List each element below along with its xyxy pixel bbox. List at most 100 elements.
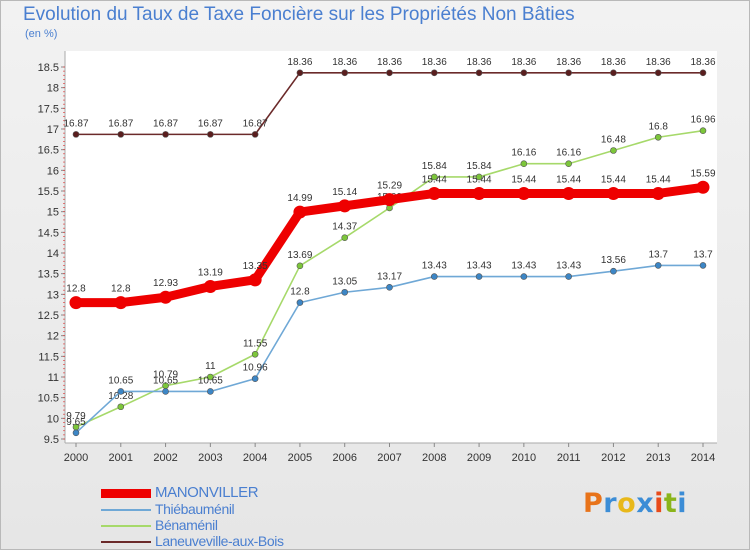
- data-point: [475, 69, 483, 77]
- data-point: [517, 186, 531, 200]
- y-tick-label: 11.5: [38, 351, 59, 363]
- data-point: [251, 350, 259, 358]
- legend-swatch-thiebaumenil: [101, 509, 151, 511]
- data-label: 13.43: [467, 261, 492, 272]
- y-tick-label: 10: [47, 413, 59, 425]
- data-point: [338, 199, 352, 213]
- logo-letter: x: [636, 488, 655, 519]
- logo-letter: o: [617, 488, 637, 519]
- data-label: 15.14: [332, 187, 357, 198]
- data-label: 12.8: [66, 284, 86, 295]
- data-label: 9.65: [66, 417, 86, 428]
- data-label: 13.05: [332, 276, 357, 287]
- data-label: 15.44: [467, 174, 492, 185]
- y-tick-label: 17: [47, 124, 59, 136]
- data-label: 18.36: [377, 57, 402, 68]
- data-label: 13.56: [601, 255, 626, 266]
- data-label: 14.99: [287, 193, 312, 204]
- data-label: 18.36: [467, 57, 492, 68]
- data-point: [114, 296, 128, 310]
- data-point: [610, 69, 617, 77]
- logo-letter: i: [677, 488, 688, 519]
- x-tick-label: 2014: [691, 452, 715, 464]
- data-point: [207, 131, 214, 138]
- data-label: 16.87: [153, 118, 178, 129]
- data-label: 15.29: [377, 181, 402, 192]
- data-label: 18.36: [287, 57, 312, 68]
- legend-label-laneuveville: Laneuveville-aux-Bois: [155, 533, 284, 549]
- data-label: 14.37: [332, 222, 357, 233]
- data-point: [341, 69, 349, 77]
- data-point: [520, 69, 528, 77]
- data-point: [251, 375, 259, 382]
- data-point: [565, 69, 572, 77]
- data-point: [386, 284, 393, 291]
- data-point: [654, 262, 662, 269]
- data-label: 16.16: [556, 148, 581, 159]
- data-label: 16.87: [198, 118, 223, 129]
- data-point: [296, 299, 304, 306]
- y-tick-label: 16: [47, 165, 59, 177]
- data-label: 15.59: [690, 168, 715, 179]
- x-tick-label: 2013: [646, 452, 670, 464]
- data-point: [207, 373, 214, 381]
- y-tick-label: 15.5: [38, 186, 59, 198]
- data-label: 18.36: [556, 57, 581, 68]
- legend-item-laneuveville: Laneuveville-aux-Bois: [101, 533, 361, 549]
- legend-swatch-manonviller: [101, 489, 151, 498]
- x-tick-label: 2008: [422, 452, 446, 464]
- data-label: 12.93: [153, 278, 178, 289]
- legend-label-benamenil: Bénaménil: [155, 517, 218, 533]
- data-point: [430, 69, 438, 77]
- data-point: [69, 296, 83, 310]
- data-label: 13.43: [556, 261, 581, 272]
- data-label: 13.35: [243, 261, 268, 272]
- data-label: 15.84: [467, 161, 492, 172]
- data-point: [296, 69, 304, 77]
- data-point: [427, 186, 441, 200]
- data-label: 15.84: [422, 161, 447, 172]
- data-point: [565, 273, 572, 280]
- data-label: 16.48: [601, 134, 626, 145]
- data-point: [565, 160, 572, 168]
- y-tick-label: 12.5: [38, 310, 59, 322]
- data-point: [251, 131, 259, 138]
- data-point: [696, 180, 710, 194]
- data-label: 16.8: [648, 121, 668, 132]
- data-point: [520, 273, 528, 280]
- data-label: 10.96: [243, 363, 268, 374]
- data-point: [430, 273, 438, 280]
- data-label: 9.79: [66, 411, 86, 422]
- data-label: 10.65: [198, 375, 223, 386]
- data-point: [72, 429, 80, 437]
- data-point: [203, 279, 217, 293]
- data-point: [475, 173, 483, 181]
- x-tick-label: 2006: [332, 452, 356, 464]
- x-tick-label: 2000: [64, 452, 88, 464]
- data-label: 15.44: [556, 174, 581, 185]
- data-point: [341, 288, 349, 296]
- data-point: [651, 186, 665, 200]
- y-tick-label: 18: [47, 83, 59, 95]
- x-tick-label: 2009: [467, 452, 491, 464]
- data-label: 12.8: [111, 284, 131, 295]
- data-point: [207, 388, 214, 395]
- legend-swatch-benamenil: [101, 525, 151, 527]
- x-tick-label: 2002: [153, 452, 177, 464]
- y-tick-label: 14.5: [38, 227, 59, 239]
- chart-title: Evolution du Taux de Taxe Foncière sur l…: [23, 4, 575, 25]
- logo-letter: r: [603, 488, 618, 519]
- plot-area: [65, 51, 717, 443]
- data-point: [386, 69, 393, 77]
- x-tick-label: 2011: [557, 452, 581, 464]
- data-point: [117, 131, 125, 138]
- data-point: [606, 186, 620, 200]
- data-point: [520, 160, 528, 168]
- data-label: 13.69: [287, 250, 312, 261]
- x-tick-label: 2003: [198, 452, 222, 464]
- data-point: [117, 388, 125, 395]
- data-point: [475, 273, 483, 280]
- data-point: [159, 290, 173, 304]
